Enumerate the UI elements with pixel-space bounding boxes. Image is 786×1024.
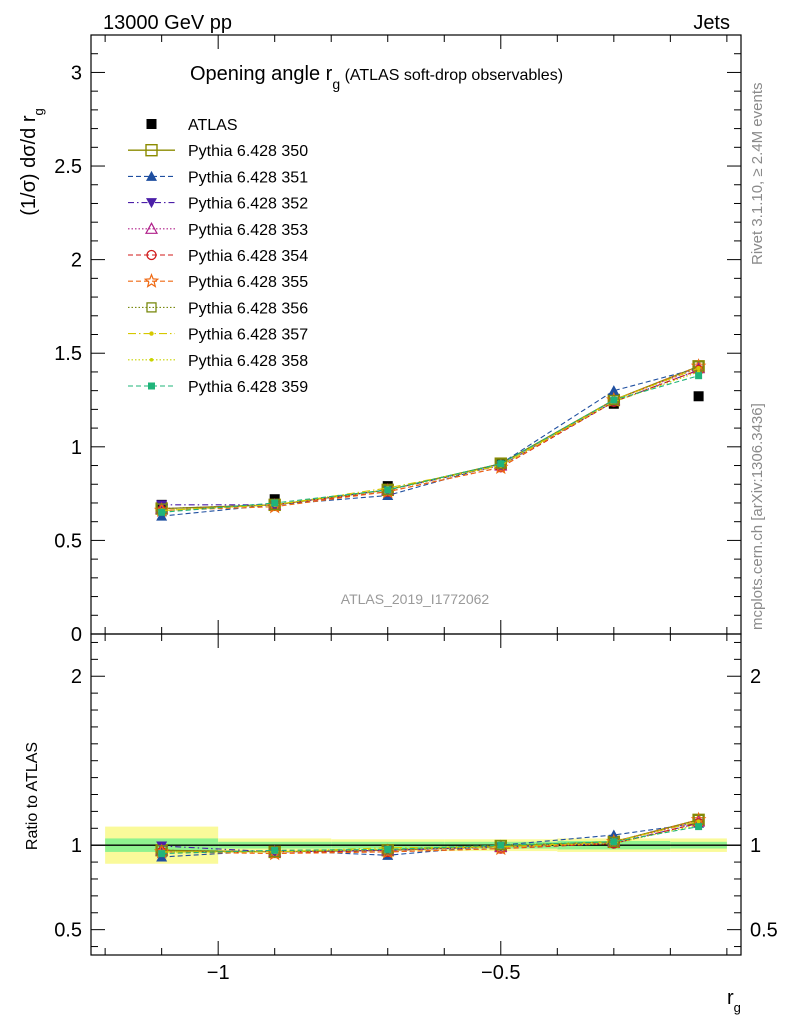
plot-title-sub: g [332, 76, 340, 92]
main-point [610, 396, 618, 404]
main-point [695, 372, 703, 380]
main-point [497, 460, 505, 468]
ratio-series-line [161, 824, 699, 853]
legend-entry: Pythia 6.428 351 [128, 169, 308, 186]
main-series-line [161, 365, 699, 512]
legend-label: Pythia 6.428 355 [188, 274, 308, 291]
ratio-series-9 [158, 823, 703, 858]
ratio-ylabel: Ratio to ATLAS [24, 742, 41, 850]
header-left: 13000 GeV pp [103, 12, 232, 34]
legend-entry: Pythia 6.428 357 [128, 327, 308, 344]
legend-marker [146, 198, 157, 209]
ratio-point [695, 823, 703, 831]
legend-entry: Pythia 6.428 355 [128, 273, 308, 291]
ratio-point [384, 845, 392, 853]
legend-label: Pythia 6.428 358 [188, 353, 308, 370]
legend-label: Pythia 6.428 354 [188, 248, 308, 265]
legend-entry: Pythia 6.428 358 [128, 353, 308, 370]
legend-label: Pythia 6.428 356 [188, 300, 308, 317]
main-point [158, 508, 166, 516]
main-ylabel-sub: g [31, 108, 46, 115]
main-series-0 [156, 391, 704, 510]
main-point [495, 458, 506, 469]
ratio-point [696, 819, 701, 824]
legend-marker [146, 302, 157, 313]
legend-entry: Pythia 6.428 350 [128, 143, 308, 160]
tick-labels: 0 0.5 1 1.5 2 2.5 3 −1 −0.5 0.5 0.5 1 1 2 2 [54, 62, 778, 984]
ratio-series-line [161, 826, 699, 855]
legend-marker [143, 273, 160, 288]
plot-title-main: Opening angle r [190, 63, 333, 85]
main-ylabel: (1/σ) dσ/d rg [18, 108, 46, 216]
legend-label: Pythia 6.428 350 [188, 143, 308, 160]
legend-label: ATLAS [188, 117, 238, 134]
main-point [693, 391, 704, 402]
legend-entry: Pythia 6.428 354 [128, 248, 308, 265]
ratio-ytick-label-right: 0.5 [750, 920, 778, 942]
main-series-10 [158, 372, 703, 516]
header-right: Jets [693, 12, 730, 34]
main-ytick-label: 1.5 [54, 343, 82, 365]
x-axis-label: rg [727, 987, 741, 1015]
legend-label: Pythia 6.428 359 [188, 379, 308, 396]
ratio-ytick-label-left: 0.5 [54, 920, 82, 942]
legend-label: Pythia 6.428 353 [188, 222, 308, 239]
main-ytick-label: 2 [71, 250, 82, 272]
ratio-ytick-label-right: 1 [750, 835, 761, 857]
legend-entry: Pythia 6.428 359 [128, 379, 308, 396]
legend-entry: ATLAS [146, 117, 238, 134]
legend: ATLAS Pythia 6.428 350 Pythia 6.428 351 Pyt… [128, 117, 308, 396]
ratio-ytick-label-right: 2 [750, 666, 761, 688]
ratio-point [497, 841, 505, 849]
main-ytick-label: 0 [71, 624, 82, 646]
main-ytick-label: 0.5 [54, 530, 82, 552]
x-axis-label-text: r [727, 987, 734, 1009]
main-ytick-label: 1 [71, 437, 82, 459]
rivet-version-label: Rivet 3.1.10, ≥ 2.4M events [749, 83, 766, 266]
legend-label: Pythia 6.428 352 [188, 196, 308, 213]
main-series-line [161, 371, 699, 512]
ratio-ytick-label-left: 2 [71, 666, 82, 688]
legend-label: Pythia 6.428 357 [188, 327, 308, 344]
legend-entry: Pythia 6.428 356 [128, 300, 308, 317]
plot-title: Opening angle rg (ATLAS soft-drop observ… [190, 63, 563, 92]
main-ylabel-text: (1/σ) dσ/d r [18, 115, 40, 216]
x-axis-label-sub: g [734, 1000, 741, 1015]
ratio-ytick-label-left: 1 [71, 835, 82, 857]
main-series-group [153, 358, 707, 521]
main-ytick-label: 3 [71, 62, 82, 84]
mcplots-label: mcplots.cern.ch [arXiv:1306.3436] [749, 403, 766, 630]
ratio-point [271, 846, 279, 854]
legend-marker [145, 143, 158, 157]
ratio-point [610, 838, 618, 846]
main-point [382, 484, 393, 496]
legend-marker [146, 249, 157, 261]
legend-label: Pythia 6.428 351 [188, 169, 308, 186]
ratio-panel-frame [90, 633, 742, 956]
main-point [271, 499, 279, 507]
main-point [384, 486, 392, 494]
ratio-point [495, 840, 506, 851]
legend-marker [146, 119, 157, 129]
legend-marker [144, 222, 159, 234]
main-series-line [161, 367, 699, 512]
main-ytick-label: 2.5 [54, 156, 82, 178]
legend-marker [149, 331, 154, 336]
main-point [696, 365, 701, 371]
legend-entry: Pythia 6.428 352 [128, 196, 308, 213]
plot-title-suffix: (ATLAS soft-drop observables) [340, 67, 563, 84]
legend-marker [148, 382, 155, 390]
analysis-watermark: ATLAS_2019_I1772062 [341, 591, 490, 607]
ratio-point [158, 850, 166, 858]
legend-entry: Pythia 6.428 353 [128, 222, 308, 239]
ratio-series-group [153, 811, 707, 862]
main-point [608, 385, 620, 396]
xtick-label: −1 [207, 962, 230, 984]
xtick-label: −0.5 [481, 962, 520, 984]
legend-marker [149, 358, 154, 362]
ratio-point [608, 836, 619, 847]
legend-marker [146, 170, 157, 181]
